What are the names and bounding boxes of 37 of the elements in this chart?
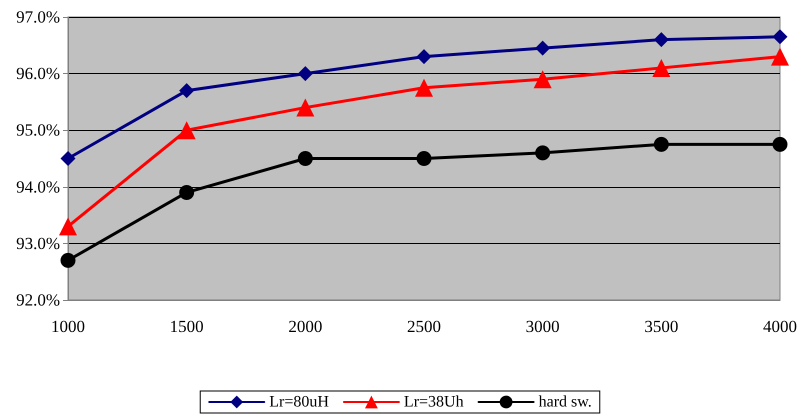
point xyxy=(60,151,76,166)
point xyxy=(416,151,432,166)
point xyxy=(416,49,432,64)
point xyxy=(296,98,314,117)
point xyxy=(179,83,194,98)
point xyxy=(652,58,670,77)
point xyxy=(298,151,313,166)
x-tick-label: 3500 xyxy=(644,317,678,336)
y-tick-label: 95.0% xyxy=(16,120,60,140)
legend-label: hard sw. xyxy=(538,394,592,410)
y-tick-label: 96.0% xyxy=(16,64,60,84)
point xyxy=(654,32,669,48)
point xyxy=(771,48,789,66)
legend-label: Lr=38Uh xyxy=(404,394,464,410)
x-tick-label: 1000 xyxy=(51,317,85,336)
x-tick-label: 3000 xyxy=(526,317,560,336)
y-tick-label: 92.0% xyxy=(16,290,60,310)
x-tick-label: 2000 xyxy=(288,317,322,336)
point xyxy=(535,40,550,56)
legend-label: Lr=80uH xyxy=(269,394,330,410)
point xyxy=(179,184,194,200)
point xyxy=(178,121,196,140)
y-tick-label: 93.0% xyxy=(16,234,60,253)
point xyxy=(535,145,550,160)
x-tick-label: 2500 xyxy=(407,317,441,336)
point xyxy=(772,136,788,152)
point xyxy=(654,136,669,152)
y-tick-label: 94.0% xyxy=(16,177,60,196)
point xyxy=(772,29,788,44)
y-tick-label: 97.0% xyxy=(16,8,60,26)
x-tick-label: 4000 xyxy=(763,317,797,336)
point xyxy=(59,217,77,236)
point xyxy=(534,70,552,88)
x-tick-label: 1500 xyxy=(170,317,204,336)
point xyxy=(298,66,313,82)
point xyxy=(60,252,76,268)
point xyxy=(415,78,433,97)
